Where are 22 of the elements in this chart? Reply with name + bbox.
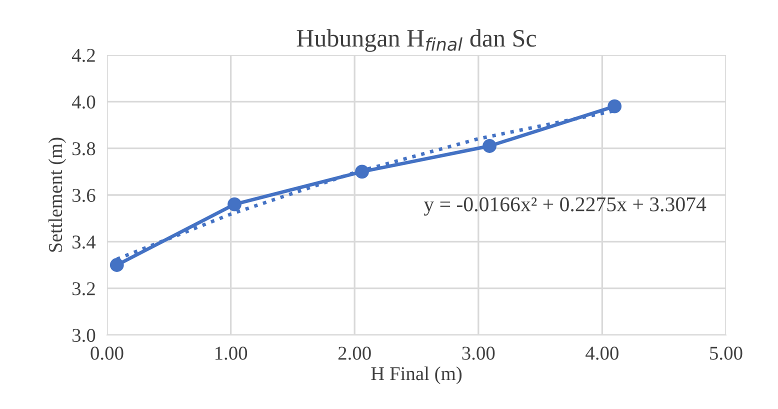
point: [110, 258, 124, 272]
x-axis-title: H Final (m): [371, 366, 462, 384]
x-tick-label: 2.00: [338, 346, 371, 360]
y-tick-label: 3.6: [72, 188, 96, 202]
y-tick-label: 4.2: [72, 48, 95, 62]
chart-title: Hubungan H$_{final}$ dan Sc: [296, 29, 536, 52]
x-tick-label: 5.00: [710, 346, 742, 360]
point: [355, 164, 369, 179]
y-tick-label: 3.2: [72, 282, 95, 296]
annotation: y = -0.0166x² + 0.2275x + 3.3074: [424, 197, 706, 216]
point: [608, 99, 622, 114]
y-tick-label: 3.8: [72, 142, 96, 156]
x-tick-label: 3.00: [462, 346, 495, 360]
y-tick-label: 3.0: [72, 328, 96, 342]
point: [228, 197, 242, 212]
x-tick-label: 1.00: [215, 346, 248, 360]
x-tick-label: 0.00: [90, 346, 124, 360]
y-axis-title: Settlement (m): [48, 138, 66, 252]
y-tick-label: 3.4: [72, 236, 96, 249]
y-tick-label: 4.0: [72, 95, 96, 109]
point: [482, 139, 496, 153]
x-tick-label: 4.00: [586, 346, 618, 360]
